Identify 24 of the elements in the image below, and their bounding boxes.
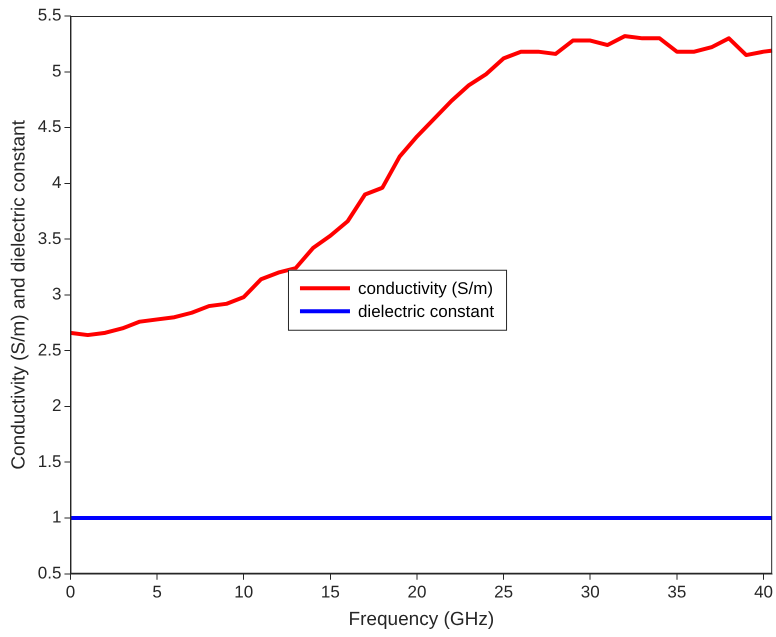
legend-label: conductivity (S/m)	[358, 278, 494, 298]
x-tick-label: 15	[320, 582, 340, 602]
y-tick-label: 3.5	[38, 228, 62, 248]
y-tick-label: 0.5	[38, 563, 62, 582]
x-tick-label: 0	[66, 582, 76, 602]
y-tick-label: 1.5	[38, 452, 62, 471]
x-tick-label: 25	[494, 582, 514, 602]
y-tick-label: 2	[52, 396, 62, 416]
x-tick-label: 20	[408, 582, 426, 602]
x-tick-label: 30	[580, 582, 600, 602]
x-tick-label: 5	[152, 582, 162, 602]
x-tick-label: 35	[667, 582, 686, 602]
y-tick-label: 4	[52, 173, 62, 192]
y-axis-title: Conductivity (S/m) and dielectric constant	[8, 119, 30, 470]
x-axis-title: Frequency (GHz)	[348, 608, 494, 630]
x-tick-label: 40	[754, 582, 773, 602]
y-tick-label: 2.5	[38, 340, 62, 360]
y-tick-label: 5.5	[38, 6, 62, 25]
y-tick-label: 4.5	[38, 117, 62, 136]
y-tick-label: 1	[52, 508, 62, 527]
x-tick-label: 10	[234, 582, 254, 602]
legend-label: dielectric constant	[358, 302, 494, 321]
y-tick-label: 3	[52, 284, 62, 304]
y-tick-label: 5	[52, 61, 62, 80]
